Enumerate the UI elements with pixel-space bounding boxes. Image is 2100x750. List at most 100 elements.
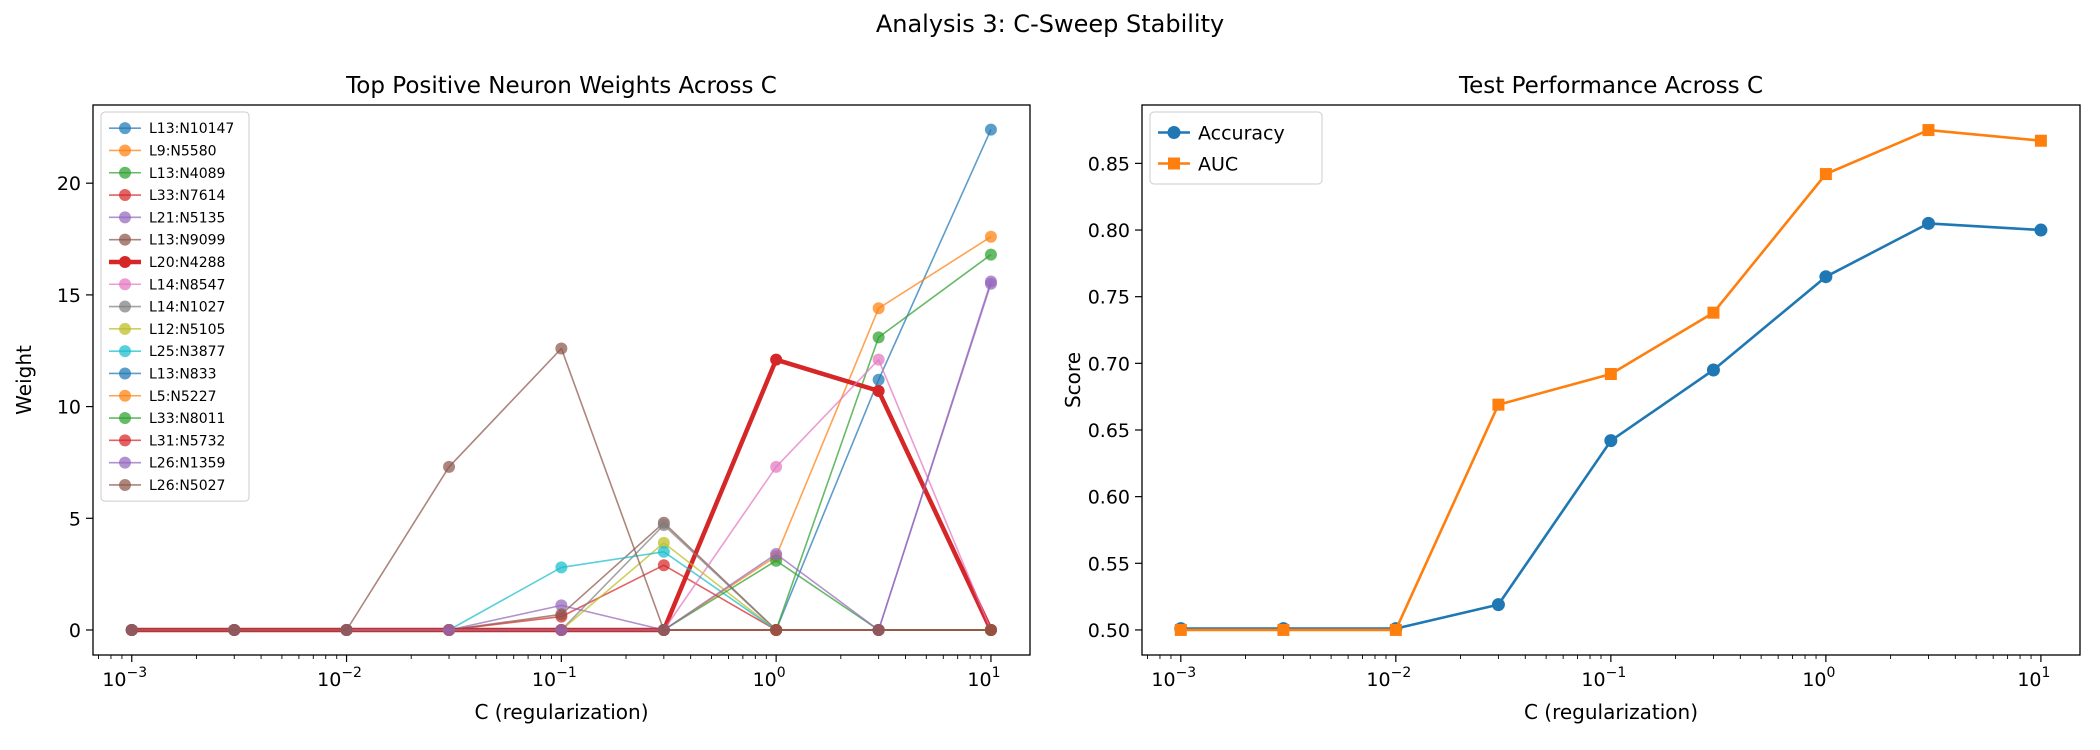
- y-tick-label: 0.75: [1088, 287, 1130, 309]
- legend-label: L5:N5227: [149, 389, 217, 405]
- y-tick-label: 0: [69, 620, 81, 642]
- legend-label: L33:N8011: [149, 411, 225, 427]
- x-tick-base: 10: [1151, 669, 1175, 691]
- legend-marker: [1168, 157, 1180, 170]
- x-tick-base: 10: [1581, 669, 1605, 691]
- legend-marker: [119, 189, 131, 202]
- legend-label: L13:N10147: [149, 121, 234, 137]
- data-point: [1492, 398, 1505, 411]
- data-point: [228, 623, 241, 636]
- legend-label: L13:N9099: [149, 233, 225, 249]
- x-tick-label: 100: [1802, 665, 1835, 691]
- data-point: [443, 623, 456, 636]
- data-point: [657, 559, 670, 572]
- legend-marker: [119, 367, 131, 380]
- data-point: [984, 248, 997, 261]
- series-line: [1180, 222, 2041, 630]
- legend-box: [100, 111, 250, 502]
- figure-suptitle: Analysis 3: C-Sweep Stability: [876, 10, 1224, 38]
- x-tick-label: 10−3: [102, 665, 147, 691]
- y-tick-label: 0.60: [1088, 487, 1130, 509]
- series-line: [131, 283, 992, 631]
- legend-label: L20:N4288: [149, 255, 225, 271]
- data-point: [657, 545, 670, 558]
- data-point: [770, 353, 783, 366]
- x-tick-label: 10−1: [1581, 665, 1626, 691]
- x-tick-exponent: −3: [127, 665, 148, 681]
- series-line: [131, 358, 992, 631]
- legend-label: L12:N5105: [149, 322, 225, 338]
- performance-chart: Test Performance Across C 0.50 0.55 0.60 0.6…: [1061, 73, 2081, 724]
- series-l21-n5135: [125, 277, 997, 636]
- chart-title: Test Performance Across C: [1458, 73, 1763, 99]
- x-tick-base: 10: [967, 669, 991, 691]
- y-tick-label: 0.85: [1088, 153, 1130, 175]
- y-tick-label: 10: [57, 397, 81, 419]
- data-point: [657, 623, 670, 636]
- legend-label: L26:N1359: [149, 456, 225, 472]
- x-tick-exponent: −2: [341, 665, 362, 681]
- legend-box: [1149, 111, 1323, 185]
- y-axis-label: Weight: [12, 345, 36, 415]
- x-tick-base: 10: [317, 669, 341, 691]
- legend-marker: [119, 322, 131, 335]
- data-point: [657, 536, 670, 549]
- x-tick-base: 10: [2017, 669, 2041, 691]
- legend-marker: [119, 211, 131, 224]
- x-tick-exponent: −3: [1176, 665, 1197, 681]
- legend-label: Accuracy: [1198, 122, 1285, 144]
- data-point: [1819, 168, 1832, 181]
- series-line: [131, 357, 993, 633]
- legend-label: L21:N5135: [149, 210, 225, 226]
- y-axis-label: Score: [1061, 352, 1085, 408]
- x-tick-exponent: −1: [1606, 665, 1627, 681]
- data-point: [2034, 223, 2048, 237]
- data-point: [555, 623, 568, 636]
- data-point: [1819, 270, 1833, 284]
- data-point: [340, 623, 353, 636]
- x-tick-base: 10: [102, 669, 126, 691]
- data-point: [1277, 623, 1290, 636]
- legend-label: L14:N8547: [149, 277, 225, 293]
- legend-label: L9:N5580: [149, 143, 217, 159]
- data-point: [443, 460, 456, 473]
- series-auc: [1174, 124, 2047, 636]
- x-tick-label: 10−3: [1151, 665, 1196, 691]
- x-tick-exponent: −2: [1391, 665, 1412, 681]
- legend-marker: [119, 233, 131, 246]
- y-tick-label: 0.55: [1088, 553, 1130, 575]
- x-tick-label: 10−2: [1366, 665, 1411, 691]
- x-axis-label: C (regularization): [474, 700, 648, 724]
- y-tick-label: 0.65: [1088, 420, 1130, 442]
- data-point: [1921, 216, 1935, 230]
- data-point: [872, 373, 885, 386]
- chart-title: Top Positive Neuron Weights Across C: [345, 73, 777, 99]
- series-l14-n8547: [125, 353, 997, 636]
- data-point: [872, 623, 885, 636]
- x-tick-label: 10−2: [317, 665, 362, 691]
- series-line: [131, 254, 992, 631]
- legend: Accuracy AUC: [1149, 111, 1323, 185]
- series-line: [131, 281, 992, 631]
- legend-marker: [119, 478, 131, 491]
- legend-label: L26:N5027: [149, 478, 225, 494]
- data-point: [872, 384, 885, 397]
- data-point: [770, 460, 783, 473]
- y-tick-label: 0.70: [1088, 353, 1130, 375]
- series-l13-n10147: [125, 123, 997, 636]
- data-point: [984, 275, 997, 288]
- data-point: [657, 518, 670, 531]
- legend-marker: [119, 122, 131, 135]
- x-axis-label: C (regularization): [1524, 700, 1698, 724]
- series-line: [131, 129, 992, 631]
- data-point: [1604, 368, 1617, 381]
- data-point: [770, 623, 783, 636]
- legend-label: L13:N4089: [149, 166, 225, 182]
- data-point: [872, 353, 885, 366]
- legend-marker: [1167, 126, 1181, 139]
- data-point: [872, 331, 885, 344]
- legend: L13:N10147 L9:N5580 L13:N4089 L33:N7614 L21:…: [100, 111, 250, 502]
- x-tick-exponent: 1: [2042, 665, 2051, 681]
- data-point: [1491, 598, 1505, 612]
- series-l13-n4089: [125, 248, 997, 636]
